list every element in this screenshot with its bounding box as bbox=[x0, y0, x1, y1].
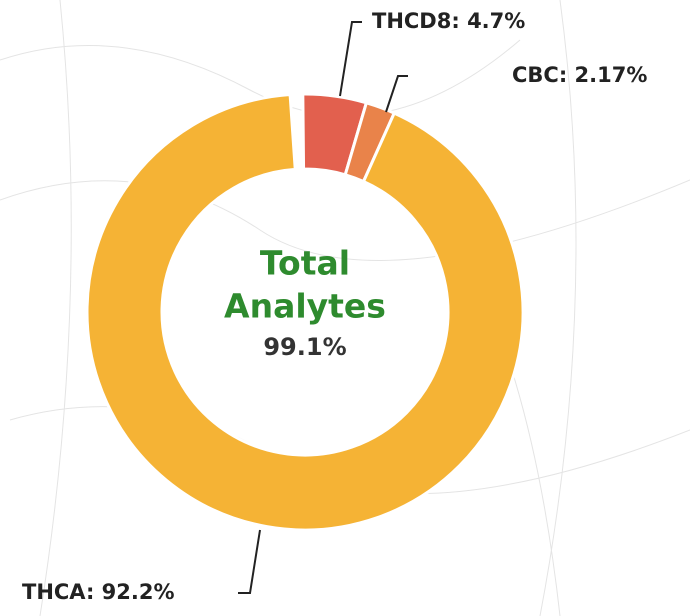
center-title: Total bbox=[260, 244, 350, 283]
donut-segment bbox=[85, 92, 525, 532]
segment-label: THCA: 92.2% bbox=[22, 580, 175, 604]
leader-line bbox=[238, 529, 261, 594]
segment-label: CBC: 2.17% bbox=[512, 63, 647, 87]
center-title: Analytes bbox=[224, 287, 386, 326]
total-label: 99.1% bbox=[263, 333, 346, 361]
segment-label: THCD8: 4.7% bbox=[372, 9, 525, 33]
leader-line bbox=[385, 75, 408, 113]
leader-line bbox=[339, 21, 362, 97]
